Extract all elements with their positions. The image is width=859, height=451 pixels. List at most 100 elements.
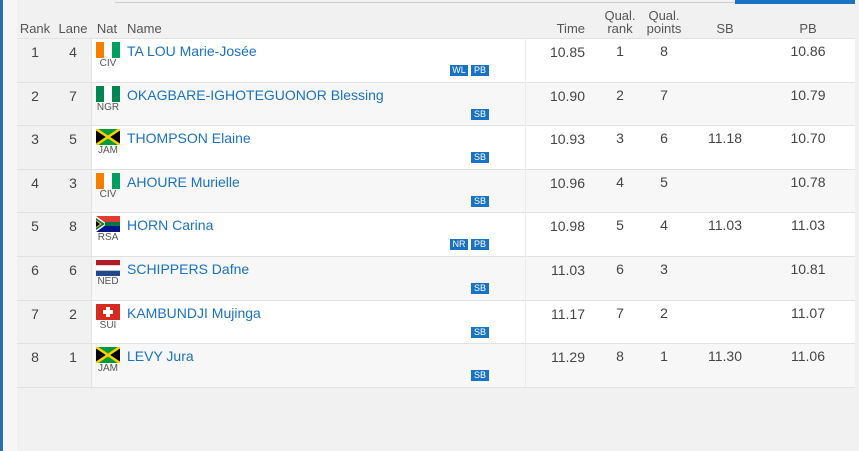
record-badge: PB <box>471 239 489 251</box>
qual-rank: 6 <box>616 261 624 277</box>
flag-icon <box>96 172 120 189</box>
athlete-name[interactable]: KAMBUNDJI Mujinga <box>127 304 261 321</box>
time: 10.90 <box>549 87 585 104</box>
header-nat: Nat <box>96 21 118 36</box>
column-divider <box>91 38 92 82</box>
row-background <box>17 256 855 300</box>
athlete-name[interactable]: SCHIPPERS Dafne <box>127 261 250 277</box>
qual-rank: 1 <box>616 43 624 59</box>
time: 11.29 <box>551 349 585 366</box>
personal-best: 10.70 <box>790 130 826 147</box>
nat-code: CIV <box>99 58 117 69</box>
row-background <box>17 125 855 169</box>
flag <box>96 42 120 58</box>
header-qual-points: Qual. points <box>646 8 682 36</box>
qual-rank: 2 <box>616 86 624 103</box>
flag <box>96 216 120 233</box>
time: 10.96 <box>549 174 585 191</box>
qual-rank: 7 <box>616 304 624 321</box>
column-divider <box>525 125 526 169</box>
athlete-name[interactable]: OKAGBARE-IGHOTEGUONOR Blessing <box>127 86 384 103</box>
rank: 2 <box>31 87 39 104</box>
personal-best: 10.78 <box>790 173 826 190</box>
rank-lane-cell <box>17 168 91 213</box>
flag-icon <box>96 85 120 102</box>
column-divider <box>91 256 92 300</box>
rank: 1 <box>31 44 39 60</box>
personal-best: 11.07 <box>791 304 825 321</box>
rank-lane-cell <box>17 38 91 82</box>
column-divider <box>91 343 92 387</box>
athlete-name[interactable]: THOMPSON Elaine <box>127 130 251 147</box>
rank: 7 <box>31 305 39 322</box>
personal-best: 10.86 <box>790 43 826 59</box>
time: 11.03 <box>551 262 585 278</box>
left-strip <box>3 0 17 451</box>
nat-code: JAM <box>98 145 118 157</box>
record-badge: SB <box>471 326 489 338</box>
time: 11.17 <box>551 305 585 322</box>
header-sb: SB <box>716 21 734 36</box>
active-tab-bar <box>735 0 855 4</box>
flag-icon <box>95 346 121 365</box>
rank: 8 <box>31 349 39 366</box>
athlete-name[interactable]: AHOURE Murielle <box>127 173 240 190</box>
flag-icon <box>96 216 120 233</box>
qual-points: 6 <box>660 130 668 147</box>
season-best: 11.30 <box>708 348 742 365</box>
qual-points: 5 <box>660 173 668 190</box>
column-divider <box>525 256 526 300</box>
personal-best: 10.79 <box>790 86 826 103</box>
qual-points: 8 <box>660 43 668 59</box>
record-badge: SB <box>471 152 489 164</box>
lane: 3 <box>69 174 77 191</box>
nat-code: NGR <box>96 101 120 113</box>
lane: 1 <box>69 349 77 366</box>
rank-lane-cell <box>17 299 91 344</box>
column-divider <box>91 81 92 126</box>
season-best: 11.03 <box>708 217 742 234</box>
rank: 5 <box>31 218 39 235</box>
row-background <box>17 343 855 387</box>
rank-lane-cell <box>17 343 91 387</box>
header-pb: PB <box>799 21 817 36</box>
qual-points: 3 <box>660 261 668 277</box>
header-name: Name <box>127 21 162 36</box>
qual-points: 2 <box>660 304 668 321</box>
record-badge: SB <box>471 370 489 382</box>
header-qual-rank: Qual. rank <box>604 8 636 36</box>
row-background <box>17 212 855 256</box>
column-divider <box>525 81 526 126</box>
row-background <box>17 299 855 344</box>
row-background <box>17 168 855 213</box>
left-border <box>0 0 3 451</box>
flag-icon <box>95 128 121 147</box>
row-background <box>17 38 855 82</box>
record-badge: NR <box>450 239 468 251</box>
personal-best: 11.03 <box>791 217 825 234</box>
column-divider <box>525 168 526 213</box>
rank-lane-cell <box>17 125 91 169</box>
rank: 4 <box>31 174 39 191</box>
header-lane: Lane <box>58 21 88 36</box>
season-best: 11.18 <box>708 130 742 147</box>
record-badge: SB <box>471 108 489 120</box>
flag <box>96 85 120 102</box>
row-background <box>17 81 855 126</box>
athlete-name[interactable]: LEVY Jura <box>127 348 194 365</box>
lane: 6 <box>69 262 77 278</box>
rank-lane-cell <box>17 256 91 300</box>
lane: 5 <box>69 131 77 148</box>
column-divider <box>525 343 526 387</box>
rank-lane-cell <box>17 81 91 126</box>
athlete-name[interactable]: TA LOU Marie-Josée <box>127 43 257 59</box>
qual-points: 4 <box>660 217 668 234</box>
time: 10.98 <box>549 218 585 235</box>
athlete-name[interactable]: HORN Carina <box>127 217 214 234</box>
personal-best: 10.81 <box>790 261 826 277</box>
column-divider <box>525 212 526 256</box>
flag-icon <box>96 260 120 276</box>
flag-icon <box>96 42 120 58</box>
column-divider <box>91 168 92 213</box>
